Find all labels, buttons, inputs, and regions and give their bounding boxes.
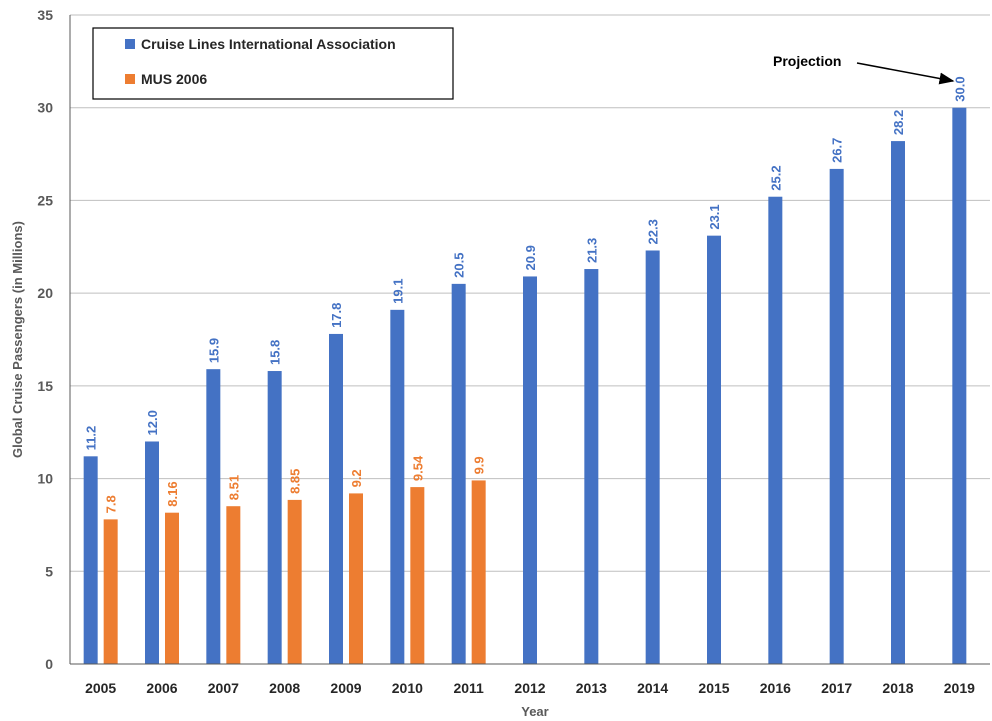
bar-mus-2009 xyxy=(349,493,363,664)
y-axis-title: Global Cruise Passengers (in Millions) xyxy=(10,221,25,458)
bar-cla-2010 xyxy=(390,309,405,664)
y-tick-label: 10 xyxy=(37,471,53,487)
bar-cla-2015 xyxy=(707,235,721,664)
bar-cla-2019 xyxy=(952,107,967,664)
y-tick-label: 20 xyxy=(37,285,53,301)
x-axis-ticks: 2005 2006 2007 2008 2009 2010 2011 2012 2013 2014… xyxy=(85,680,975,696)
bar-mus-2005 xyxy=(103,519,118,664)
x-tick-label: 2013 xyxy=(576,680,607,696)
bar-cla-2009 xyxy=(329,333,343,664)
bars xyxy=(83,107,967,665)
data-label: 19.1 xyxy=(390,279,405,304)
bar-mus-2011 xyxy=(471,480,486,664)
data-label: 8.85 xyxy=(288,469,303,494)
bar-cla-2007 xyxy=(206,369,221,664)
data-label: 7.8 xyxy=(104,495,119,513)
bar-cla-2013 xyxy=(584,269,599,664)
data-label: 17.8 xyxy=(329,303,344,328)
x-tick-label: 2016 xyxy=(760,680,791,696)
legend-label-mus: MUS 2006 xyxy=(141,71,207,87)
data-label: 20.5 xyxy=(452,253,467,278)
x-tick-label: 2008 xyxy=(269,680,300,696)
x-tick-label: 2019 xyxy=(944,680,975,696)
x-tick-label: 2018 xyxy=(882,680,913,696)
bar-mus-2010 xyxy=(410,487,425,664)
y-tick-label: 30 xyxy=(37,100,53,116)
bar-cla-2016 xyxy=(768,196,783,664)
data-label: 9.2 xyxy=(349,469,364,487)
data-label: 22.3 xyxy=(646,219,661,244)
bar-mus-2006 xyxy=(165,512,179,664)
bar-cla-2017 xyxy=(829,168,844,665)
x-tick-label: 2012 xyxy=(514,680,545,696)
y-tick-label: 35 xyxy=(37,7,53,23)
x-axis-title: Year xyxy=(521,704,548,719)
bar-cla-2014 xyxy=(645,250,660,664)
data-label: 9.9 xyxy=(472,456,487,474)
y-tick-label: 15 xyxy=(37,378,53,394)
bar-cla-2005 xyxy=(83,456,98,664)
bar-cla-2008 xyxy=(267,371,282,664)
projection-annotation: Projection xyxy=(773,53,955,85)
projection-label: Projection xyxy=(773,53,841,69)
data-label: 8.16 xyxy=(165,481,180,506)
y-tick-label: 0 xyxy=(45,656,53,672)
bar-cla-2018 xyxy=(891,141,905,664)
x-tick-label: 2009 xyxy=(330,680,361,696)
y-tick-label: 5 xyxy=(45,563,53,579)
legend-label-cla: Cruise Lines International Association xyxy=(141,36,396,52)
bar-cla-2006 xyxy=(145,441,159,664)
data-label: 8.51 xyxy=(226,475,241,500)
bar-mus-2008 xyxy=(287,499,302,664)
bar-cla-2011 xyxy=(451,283,466,664)
x-tick-label: 2005 xyxy=(85,680,116,696)
x-tick-label: 2015 xyxy=(698,680,729,696)
x-tick-label: 2006 xyxy=(146,680,177,696)
data-label: 12.0 xyxy=(145,410,160,435)
data-labels: 11.2 7.8 12.0 8.16 15.9 8.51 15.8 8.85 17.8 9.2 19… xyxy=(84,76,968,513)
data-label: 28.2 xyxy=(891,110,906,135)
x-tick-label: 2014 xyxy=(637,680,668,696)
x-tick-label: 2007 xyxy=(208,680,239,696)
data-label: 11.2 xyxy=(84,426,99,451)
projection-arrow xyxy=(856,62,955,85)
legend-box xyxy=(92,27,454,100)
x-tick-label: 2017 xyxy=(821,680,852,696)
data-label: 30.0 xyxy=(952,76,967,101)
data-label: 15.9 xyxy=(206,338,221,363)
bar-cla-2012 xyxy=(523,276,537,664)
x-tick-label: 2011 xyxy=(453,680,484,696)
legend-swatch-mus xyxy=(125,74,135,84)
legend-swatch-cla xyxy=(125,39,135,49)
x-tick-label: 2010 xyxy=(392,680,423,696)
y-axis-ticks: 0 5 10 15 20 25 30 35 xyxy=(37,7,53,672)
data-label: 25.2 xyxy=(768,165,783,190)
data-label: 20.9 xyxy=(523,245,538,270)
data-label: 15.8 xyxy=(268,340,283,365)
data-label: 9.54 xyxy=(410,455,425,481)
data-label: 21.3 xyxy=(584,238,599,263)
y-tick-label: 25 xyxy=(37,192,53,208)
bar-mus-2007 xyxy=(226,506,241,664)
data-label: 23.1 xyxy=(707,204,722,229)
legend: Cruise Lines International Association M… xyxy=(92,27,454,100)
data-label: 26.7 xyxy=(830,138,845,163)
